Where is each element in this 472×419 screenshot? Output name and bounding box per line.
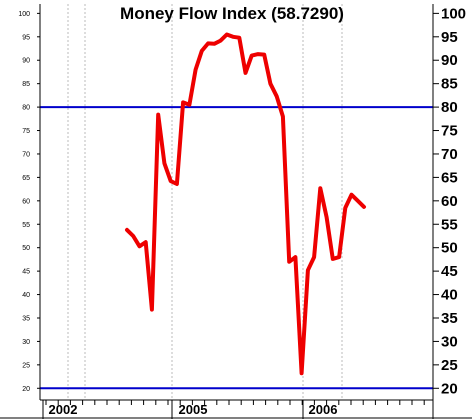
y-left-label-50: 50 — [22, 245, 30, 252]
y-right-label-30: 30 — [441, 333, 458, 350]
y-left-label-80: 80 — [22, 105, 30, 112]
y-right-label-100: 100 — [441, 5, 466, 22]
y-left-label-75: 75 — [22, 128, 30, 135]
y-left-label-35: 35 — [22, 315, 30, 322]
y-right-label-35: 35 — [441, 310, 458, 327]
y-axis-left: 20 25 30 35 40 45 50 55 60 65 70 75 80 85 90 95 100 — [18, 11, 40, 393]
y-right-label-70: 70 — [441, 146, 458, 163]
y-left-label-20: 20 — [22, 386, 30, 393]
y-left-label-90: 90 — [22, 58, 30, 65]
y-left-label-65: 65 — [22, 175, 30, 182]
y-left-label-95: 95 — [22, 34, 30, 41]
y-right-label-85: 85 — [441, 76, 458, 93]
y-left-label-70: 70 — [22, 151, 30, 158]
y-left-label-60: 60 — [22, 198, 30, 205]
x-tick-label-2002: 2002 — [49, 402, 78, 417]
y-right-label-55: 55 — [441, 216, 458, 233]
chart-title: Money Flow Index (58.7290) — [120, 4, 344, 23]
y-left-label-40: 40 — [22, 292, 30, 299]
y-left-label-100: 100 — [18, 11, 30, 18]
y-right-label-20: 20 — [441, 380, 458, 397]
y-left-label-25: 25 — [22, 362, 30, 369]
series-layer — [125, 32, 366, 376]
series-line-0 — [125, 32, 366, 376]
y-right-label-60: 60 — [441, 193, 458, 210]
y-right-label-50: 50 — [441, 240, 458, 257]
y-right-label-25: 25 — [441, 357, 458, 374]
y-right-label-40: 40 — [441, 287, 458, 304]
y-left-label-30: 30 — [22, 339, 30, 346]
y-right-label-80: 80 — [441, 99, 458, 116]
y-right-label-90: 90 — [441, 52, 458, 69]
x-axis: 2002 2005 2006 — [42, 400, 425, 419]
y-right-label-75: 75 — [441, 123, 458, 140]
plot-frame — [0, 4, 472, 419]
y-right-label-95: 95 — [441, 29, 458, 46]
x-tick-label-2006: 2006 — [309, 402, 338, 417]
y-axis-right: 20 25 30 35 40 45 50 55 60 65 70 75 80 85 90 95 100 — [433, 5, 466, 397]
y-left-label-85: 85 — [22, 81, 30, 88]
reference-lines — [40, 106, 433, 390]
y-right-label-65: 65 — [441, 169, 458, 186]
x-tick-label-2005: 2005 — [179, 402, 208, 417]
y-left-label-55: 55 — [22, 222, 30, 229]
y-left-label-45: 45 — [22, 269, 30, 276]
y-right-label-45: 45 — [441, 263, 458, 280]
